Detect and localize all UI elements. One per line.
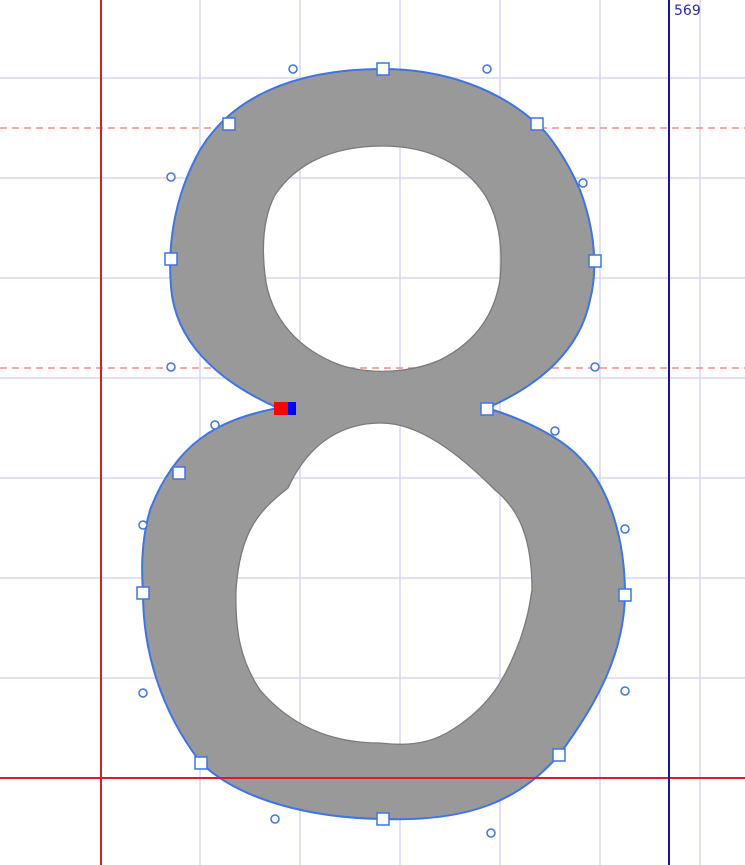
- control-point-handle: [550, 426, 560, 436]
- on-curve-point: [480, 402, 494, 416]
- glyph-outer-contour[interactable]: [141, 67, 627, 821]
- counter-outlines: [235, 145, 533, 745]
- control-point-handle: [138, 520, 148, 530]
- on-curve-point: [164, 252, 178, 266]
- on-curve-point: [552, 748, 566, 762]
- start-point-icon: [274, 402, 288, 415]
- control-point-handle: [620, 524, 630, 534]
- on-curve-point: [530, 117, 544, 131]
- control-point-handle: [270, 814, 280, 824]
- on-curve-point: [222, 117, 236, 131]
- glyph-eight-shape[interactable]: [142, 69, 625, 820]
- control-point-handle: [620, 686, 630, 696]
- control-point-handle: [482, 64, 492, 74]
- on-curve-point: [136, 586, 150, 600]
- on-curve-points[interactable]: [136, 62, 632, 826]
- on-curve-point: [376, 62, 390, 76]
- control-point-handle: [166, 362, 176, 372]
- on-curve-point: [618, 588, 632, 602]
- on-curve-point: [194, 756, 208, 770]
- on-curve-point: [588, 254, 602, 268]
- lower-counter-outline: [235, 422, 533, 745]
- control-point-handle: [210, 420, 220, 430]
- control-point-handle: [166, 172, 176, 182]
- contour-start-marker[interactable]: [274, 402, 296, 415]
- control-point-handle: [578, 178, 588, 188]
- advance-width-label: 569: [674, 3, 701, 19]
- control-point-handle: [288, 64, 298, 74]
- control-point-handle: [138, 688, 148, 698]
- on-curve-point: [376, 812, 390, 826]
- control-handles[interactable]: [138, 64, 630, 838]
- control-point-handle: [486, 828, 496, 838]
- control-point-handle: [590, 362, 600, 372]
- direction-indicator-icon: [288, 402, 296, 415]
- on-curve-point: [172, 466, 186, 480]
- upper-counter-outline: [262, 145, 502, 372]
